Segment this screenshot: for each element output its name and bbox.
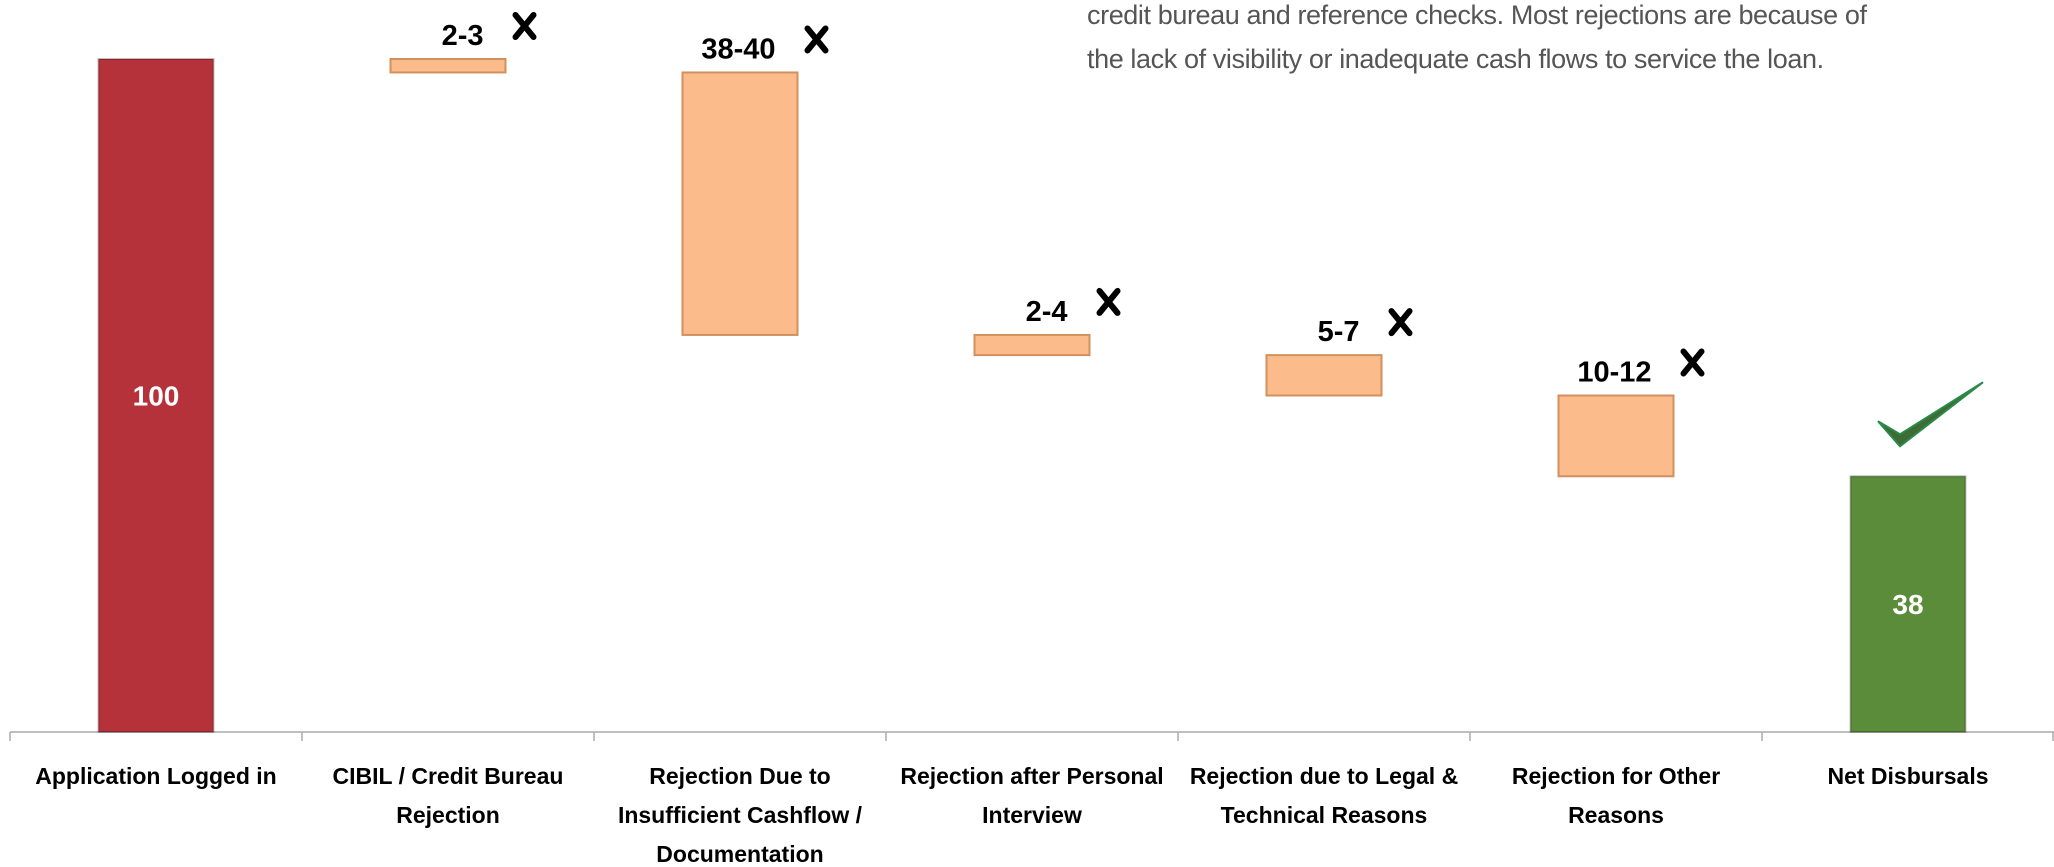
x-tick-label: Net Disbursals	[1827, 763, 1989, 789]
x-tick-label: Rejection due to Legal & Technical Reaso…	[1189, 763, 1459, 828]
data-label: 38-40	[701, 33, 775, 65]
bar	[1265, 354, 1383, 397]
x-tick-label: Application Logged in	[35, 763, 277, 789]
data-label: 2-4	[1026, 296, 1068, 328]
annotation-line: the lack of visibility or inadequate cas…	[1087, 44, 1824, 74]
cross-icon	[516, 15, 534, 37]
data-label: 2-3	[442, 20, 484, 52]
data-label: 5-7	[1318, 316, 1360, 348]
bar	[681, 71, 799, 336]
data-label: 38	[1892, 589, 1923, 620]
bar	[973, 333, 1091, 357]
bar	[1849, 475, 1967, 734]
annotation-line: credit bureau and reference checks. Most…	[1087, 0, 1867, 30]
bar	[389, 58, 507, 74]
cross-icon	[1392, 311, 1410, 333]
data-label: 100	[133, 381, 180, 412]
check-icon	[1877, 381, 1984, 448]
x-tick-label: Rejection after Personal Interview	[900, 763, 1164, 828]
cross-icon	[1100, 291, 1118, 313]
x-tick-label: CIBIL / Credit Bureau Rejection	[332, 763, 564, 828]
data-label: 10-12	[1577, 357, 1651, 389]
bar	[1557, 394, 1675, 478]
x-tick-label: Rejection Due to Insufficient Cashflow /…	[617, 763, 863, 867]
bar	[97, 58, 215, 733]
cross-icon	[1684, 352, 1702, 374]
cross-icon	[808, 28, 826, 50]
x-tick-label: Rejection for Other Reasons	[1511, 763, 1721, 828]
